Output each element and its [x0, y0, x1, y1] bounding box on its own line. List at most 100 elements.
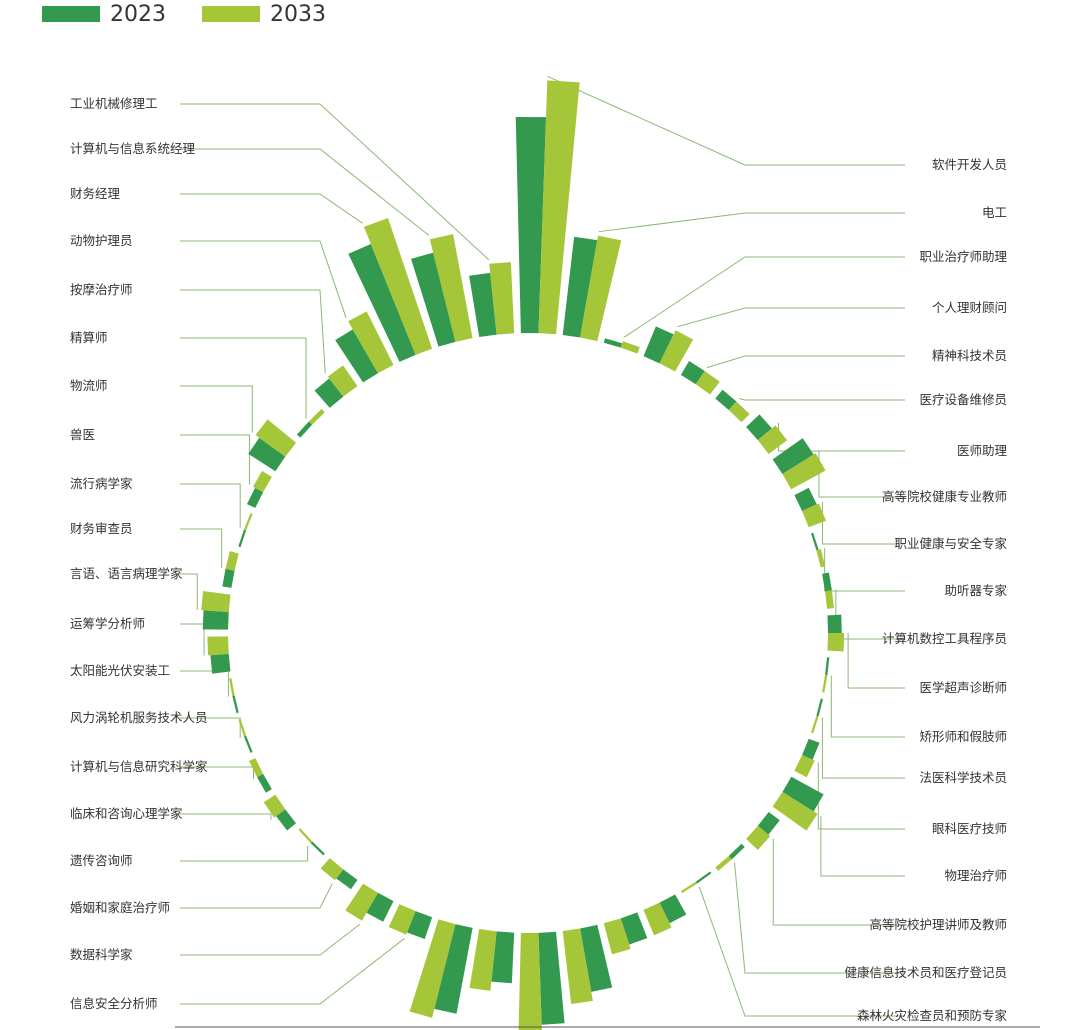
category-label-0: 软件开发人员: [932, 157, 1007, 172]
leader-line-35: [180, 528, 223, 568]
category-label-35: 财务审查员: [70, 521, 133, 536]
category-label-39: 精算师: [70, 330, 108, 345]
leader-line-40: [180, 289, 326, 374]
leader-line-27: [180, 883, 333, 909]
bar-2023-16: [757, 812, 780, 835]
bar-2033-7: [782, 453, 826, 490]
bar-2023-1: [562, 236, 598, 338]
bar-2033-19: [643, 902, 672, 936]
leader-line-12: [830, 675, 905, 738]
bar-2023-13: [816, 698, 823, 717]
bar-2033-10: [825, 590, 834, 609]
category-label-30: 计算机与信息研究科学家: [70, 759, 208, 774]
bar-2023-20: [620, 912, 648, 945]
bar-2023-23: [491, 931, 515, 984]
bar-2033-17: [715, 855, 732, 871]
leader-line-11: [847, 633, 905, 689]
leader-line-5: [738, 398, 905, 401]
category-label-33: 运筹学分析师: [70, 616, 145, 631]
bar-2023-6: [746, 414, 772, 441]
bar-2023-10: [822, 572, 832, 592]
bar-2023-36: [238, 529, 247, 548]
bar-2033-38: [255, 419, 297, 457]
category-label-8: 职业健康与安全专家: [894, 536, 1007, 551]
bar-2033-43: [429, 234, 473, 342]
bar-2033-15: [772, 791, 818, 831]
bar-2023-28: [310, 841, 325, 856]
bar-2023-24: [434, 924, 473, 1014]
category-label-38: 物流师: [70, 378, 108, 393]
category-label-4: 精神科技术员: [932, 348, 1007, 363]
bar-2023-12: [825, 657, 830, 676]
category-label-40: 按摩治疗师: [70, 282, 133, 297]
leader-line-34: [180, 573, 198, 610]
bar-2033-21: [562, 928, 593, 1005]
category-label-15: 物理治疗师: [944, 868, 1007, 883]
bar-2033-12: [822, 674, 828, 693]
leader-line-17: [733, 862, 905, 974]
bar-2033-1: [580, 235, 622, 342]
leader-line-39: [180, 337, 307, 419]
category-label-6: 医师助理: [957, 443, 1008, 458]
leader-line-14: [817, 762, 905, 830]
bar-2033-8: [802, 503, 826, 528]
bar-2033-20: [603, 918, 631, 955]
bar-2023-4: [680, 361, 705, 385]
bar-2023-34: [202, 610, 229, 630]
category-label-41: 动物护理员: [70, 233, 133, 248]
bar-2033-34: [201, 591, 231, 613]
category-label-10: 计算机数控工具程序员: [882, 631, 1007, 646]
category-label-28: 遗传咨询师: [70, 853, 133, 868]
category-label-9: 助听器专家: [944, 583, 1007, 598]
bar-2023-43: [411, 252, 456, 347]
category-label-32: 太阳能光伏安装工: [70, 663, 170, 678]
category-label-36: 流行病学家: [70, 476, 133, 491]
bars: [201, 80, 845, 1030]
bar-2033-0: [538, 80, 580, 335]
bar-2023-26: [366, 892, 394, 922]
bar-2033-5: [728, 401, 750, 423]
leader-line-4: [706, 355, 905, 369]
category-label-3: 个人理财顾问: [932, 300, 1007, 315]
bar-2033-14: [794, 755, 815, 778]
bar-2033-2: [620, 341, 640, 354]
leader-line-28: [180, 845, 309, 862]
category-label-37: 兽医: [70, 427, 95, 442]
bar-2023-19: [659, 894, 687, 924]
bar-2023-3: [643, 326, 674, 364]
bar-2023-44: [469, 272, 497, 337]
category-label-44: 工业机械修理工: [70, 96, 158, 111]
category-label-26: 数据科学家: [70, 947, 133, 962]
bar-2033-33: [207, 636, 229, 656]
leader-line-36: [180, 483, 241, 529]
bar-2023-5: [715, 389, 737, 411]
category-label-34: 言语、语言病理学家: [70, 566, 183, 581]
bar-2033-13: [811, 715, 819, 734]
category-label-27: 婚姻和家庭治疗师: [70, 900, 170, 915]
bar-2033-31: [238, 718, 247, 737]
category-label-42: 财务经理: [70, 186, 121, 201]
bar-2023-37: [246, 487, 264, 508]
bar-2023-38: [248, 437, 286, 472]
leader-line-43: [180, 148, 430, 236]
leader-line-26: [180, 923, 361, 956]
category-label-13: 法医科学技术员: [919, 770, 1007, 785]
bar-2033-42: [363, 217, 433, 355]
leader-line-2: [623, 256, 905, 338]
bar-2033-37: [252, 470, 272, 493]
category-label-16: 高等院校护理讲师及教师: [869, 917, 1007, 932]
leader-line-44: [180, 103, 490, 261]
bar-2033-35: [225, 551, 239, 571]
bar-2033-16: [746, 825, 771, 851]
bar-2023-40: [314, 378, 344, 408]
leader-line-31: [180, 717, 241, 738]
legend-swatch-2033: [202, 6, 260, 22]
category-label-2: 职业治疗师助理: [919, 249, 1007, 264]
bar-2033-22: [518, 932, 542, 1030]
legend-label-2033: 2033: [270, 2, 326, 27]
bar-2023-11: [827, 614, 842, 633]
bar-2033-44: [489, 262, 515, 335]
category-label-12: 矫形师和假肢师: [919, 729, 1007, 744]
bar-2023-15: [782, 776, 824, 812]
